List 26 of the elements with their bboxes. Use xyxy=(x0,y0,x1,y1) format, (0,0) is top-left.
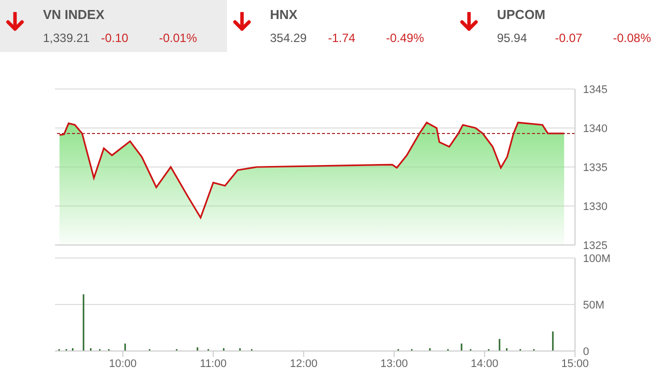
text: HNX xyxy=(270,7,298,22)
text: 1,339.21 xyxy=(43,31,90,45)
x-tick-label: 12:00 xyxy=(290,358,318,370)
x-tick-label: 11:00 xyxy=(200,358,227,370)
y-tick-label: 1345 xyxy=(583,84,608,96)
text: VN INDEX xyxy=(43,7,104,22)
text: UPCOM xyxy=(497,7,546,22)
text: -0.49% xyxy=(386,31,424,45)
text: -0.08% xyxy=(613,31,652,45)
y-tick-label: 1330 xyxy=(583,200,608,213)
text: 354.29 xyxy=(270,31,307,45)
y-tick-label: 50M xyxy=(583,299,604,312)
y-tick-label: 1325 xyxy=(583,240,608,252)
text: -0.10 xyxy=(101,31,128,45)
x-tick-label: 10:00 xyxy=(109,358,137,370)
text: 95.94 xyxy=(497,31,528,45)
y-tick-label: 1340 xyxy=(583,122,608,135)
y-tick-label: 1335 xyxy=(583,162,608,174)
x-tick-label: 13:00 xyxy=(380,358,408,370)
text: -1.74 xyxy=(328,31,356,45)
x-tick-label: 14:00 xyxy=(470,358,498,370)
text: -0.07 xyxy=(555,31,582,45)
y-tick-label: 100M xyxy=(583,252,611,265)
y-tick-label: 0 xyxy=(583,346,590,358)
x-tick-label: 15:00 xyxy=(561,358,589,370)
text: -0.01% xyxy=(159,31,198,45)
